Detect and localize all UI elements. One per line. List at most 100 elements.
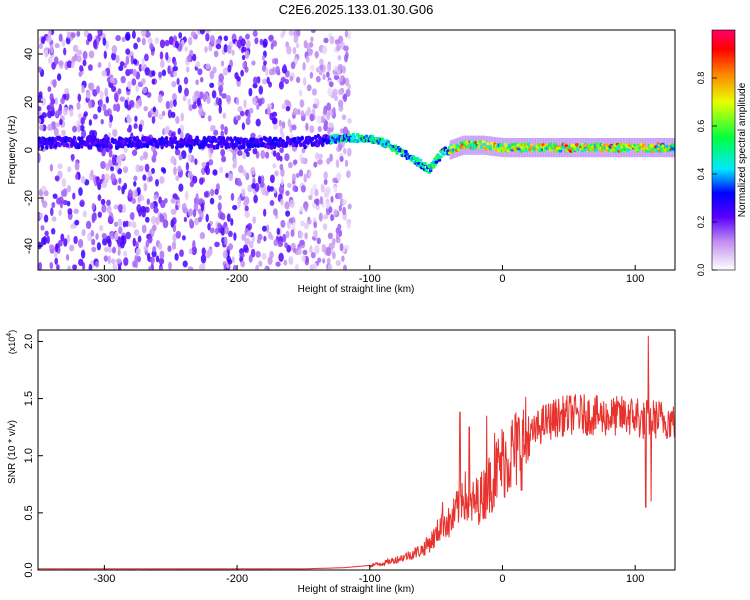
heatmap-cell: [259, 137, 264, 143]
heatmap-cell: [235, 97, 240, 106]
heatmap-cell: [364, 134, 369, 138]
heatmap-cell: [111, 85, 117, 92]
heatmap-cell: [38, 118, 42, 124]
heatmap-cell: [489, 136, 492, 156]
heatmap-cell: [282, 233, 287, 243]
heatmap-cell: [423, 162, 427, 166]
heatmap-cell: [252, 216, 257, 224]
heatmap-cell: [211, 124, 216, 131]
heatmap-cell: [177, 165, 182, 173]
heatmap-cell: [346, 221, 352, 230]
heatmap-cell: [330, 213, 334, 222]
heatmap-cell: [101, 173, 106, 181]
heatmap-cell: [131, 197, 137, 204]
heatmap-cell: [258, 98, 263, 107]
heatmap-cell: [188, 171, 193, 178]
heatmap-cell: [273, 124, 279, 130]
heatmap-cell: [219, 166, 224, 174]
heatmap-cell: [323, 179, 328, 185]
heatmap-cell: [305, 256, 309, 263]
heatmap-cell: [342, 93, 348, 103]
heatmap-cell: [184, 87, 189, 97]
heatmap-cell: [80, 249, 86, 259]
heatmap-cell: [218, 105, 223, 114]
heatmap-cell: [339, 156, 344, 162]
heatmap-cell: [162, 167, 167, 174]
heatmap-cell: [208, 159, 214, 166]
heatmap-cell: [145, 239, 150, 248]
heatmap-cell: [218, 73, 224, 83]
snr-x-ticks: -300 -200 -100 0 100: [93, 565, 644, 585]
heatmap-cell: [251, 182, 256, 189]
heatmap-cell: [188, 104, 193, 112]
heatmap-cell: [154, 206, 159, 214]
heatmap-cell: [347, 117, 352, 124]
heatmap-cell: [105, 96, 109, 104]
heatmap-cell: [54, 42, 60, 49]
heatmap-cell: [135, 85, 139, 92]
heatmap-cell: [127, 80, 132, 90]
heatmap-cell: [106, 205, 112, 214]
heatmap-cell: [181, 202, 187, 212]
heatmap-cell: [159, 213, 163, 220]
heatmap-cell: [264, 190, 269, 197]
heatmap-cell: [108, 247, 113, 253]
heatmap-cell: [97, 211, 102, 218]
heatmap-cell: [337, 55, 342, 61]
heatmap-cell: [134, 255, 138, 264]
heatmap-cell: [165, 100, 171, 110]
heatmap-cell: [205, 250, 211, 259]
heatmap-cell: [40, 185, 47, 192]
heatmap-cell: [205, 63, 211, 70]
heatmap-cell: [159, 250, 165, 260]
heatmap-cell: [290, 61, 296, 70]
heatmap-cell: [268, 136, 272, 141]
heatmap-cell: [341, 114, 347, 121]
heatmap-cell: [283, 259, 288, 266]
heatmap-cell: [285, 106, 291, 112]
spectrogram-x-label: Height of straight line (km): [298, 284, 415, 295]
heatmap-cell: [58, 196, 64, 205]
heatmap-cell: [175, 204, 179, 211]
heatmap-cell: [322, 109, 327, 116]
heatmap-cell: [326, 102, 332, 111]
heatmap-cell: [164, 136, 169, 141]
heatmap-cell: [439, 155, 443, 159]
heatmap-cell: [192, 209, 197, 218]
heatmap-cell: [303, 222, 309, 230]
heatmap-cell: [147, 37, 153, 44]
heatmap-cell: [307, 49, 313, 57]
heatmap-cell: [309, 245, 313, 254]
heatmap-cell: [288, 217, 294, 224]
heatmap-cell: [54, 243, 59, 253]
heatmap-cell: [248, 254, 253, 263]
heatmap-cell: [214, 138, 218, 144]
heatmap-cell: [214, 241, 220, 248]
heatmap-cell: [303, 40, 308, 49]
heatmap-cell: [109, 114, 114, 123]
heatmap-cell: [64, 87, 70, 95]
heatmap-cell: [141, 37, 146, 46]
heatmap-cell: [76, 119, 82, 127]
heatmap-cell: [481, 140, 486, 144]
heatmap-cell: [607, 149, 611, 153]
heatmap-cell: [247, 184, 253, 193]
heatmap-cell: [263, 60, 267, 66]
heatmap-cell: [103, 50, 107, 59]
heatmap-cell: [335, 133, 340, 137]
heatmap-cell: [88, 144, 93, 150]
heatmap-cell: [77, 112, 83, 120]
heatmap-cell: [40, 225, 45, 231]
heatmap-cell: [53, 127, 59, 137]
heatmap-cell: [218, 87, 223, 97]
heatmap-cell: [111, 246, 117, 254]
heatmap-cell: [82, 210, 87, 218]
heatmap-cell: [69, 244, 75, 252]
heatmap-cell: [174, 40, 179, 49]
heatmap-cell: [302, 249, 308, 256]
heatmap-cell: [159, 176, 165, 184]
heatmap-cell: [213, 129, 219, 136]
heatmap-cell: [337, 63, 343, 71]
heatmap-cell: [96, 242, 102, 251]
heatmap-cell: [97, 62, 102, 68]
